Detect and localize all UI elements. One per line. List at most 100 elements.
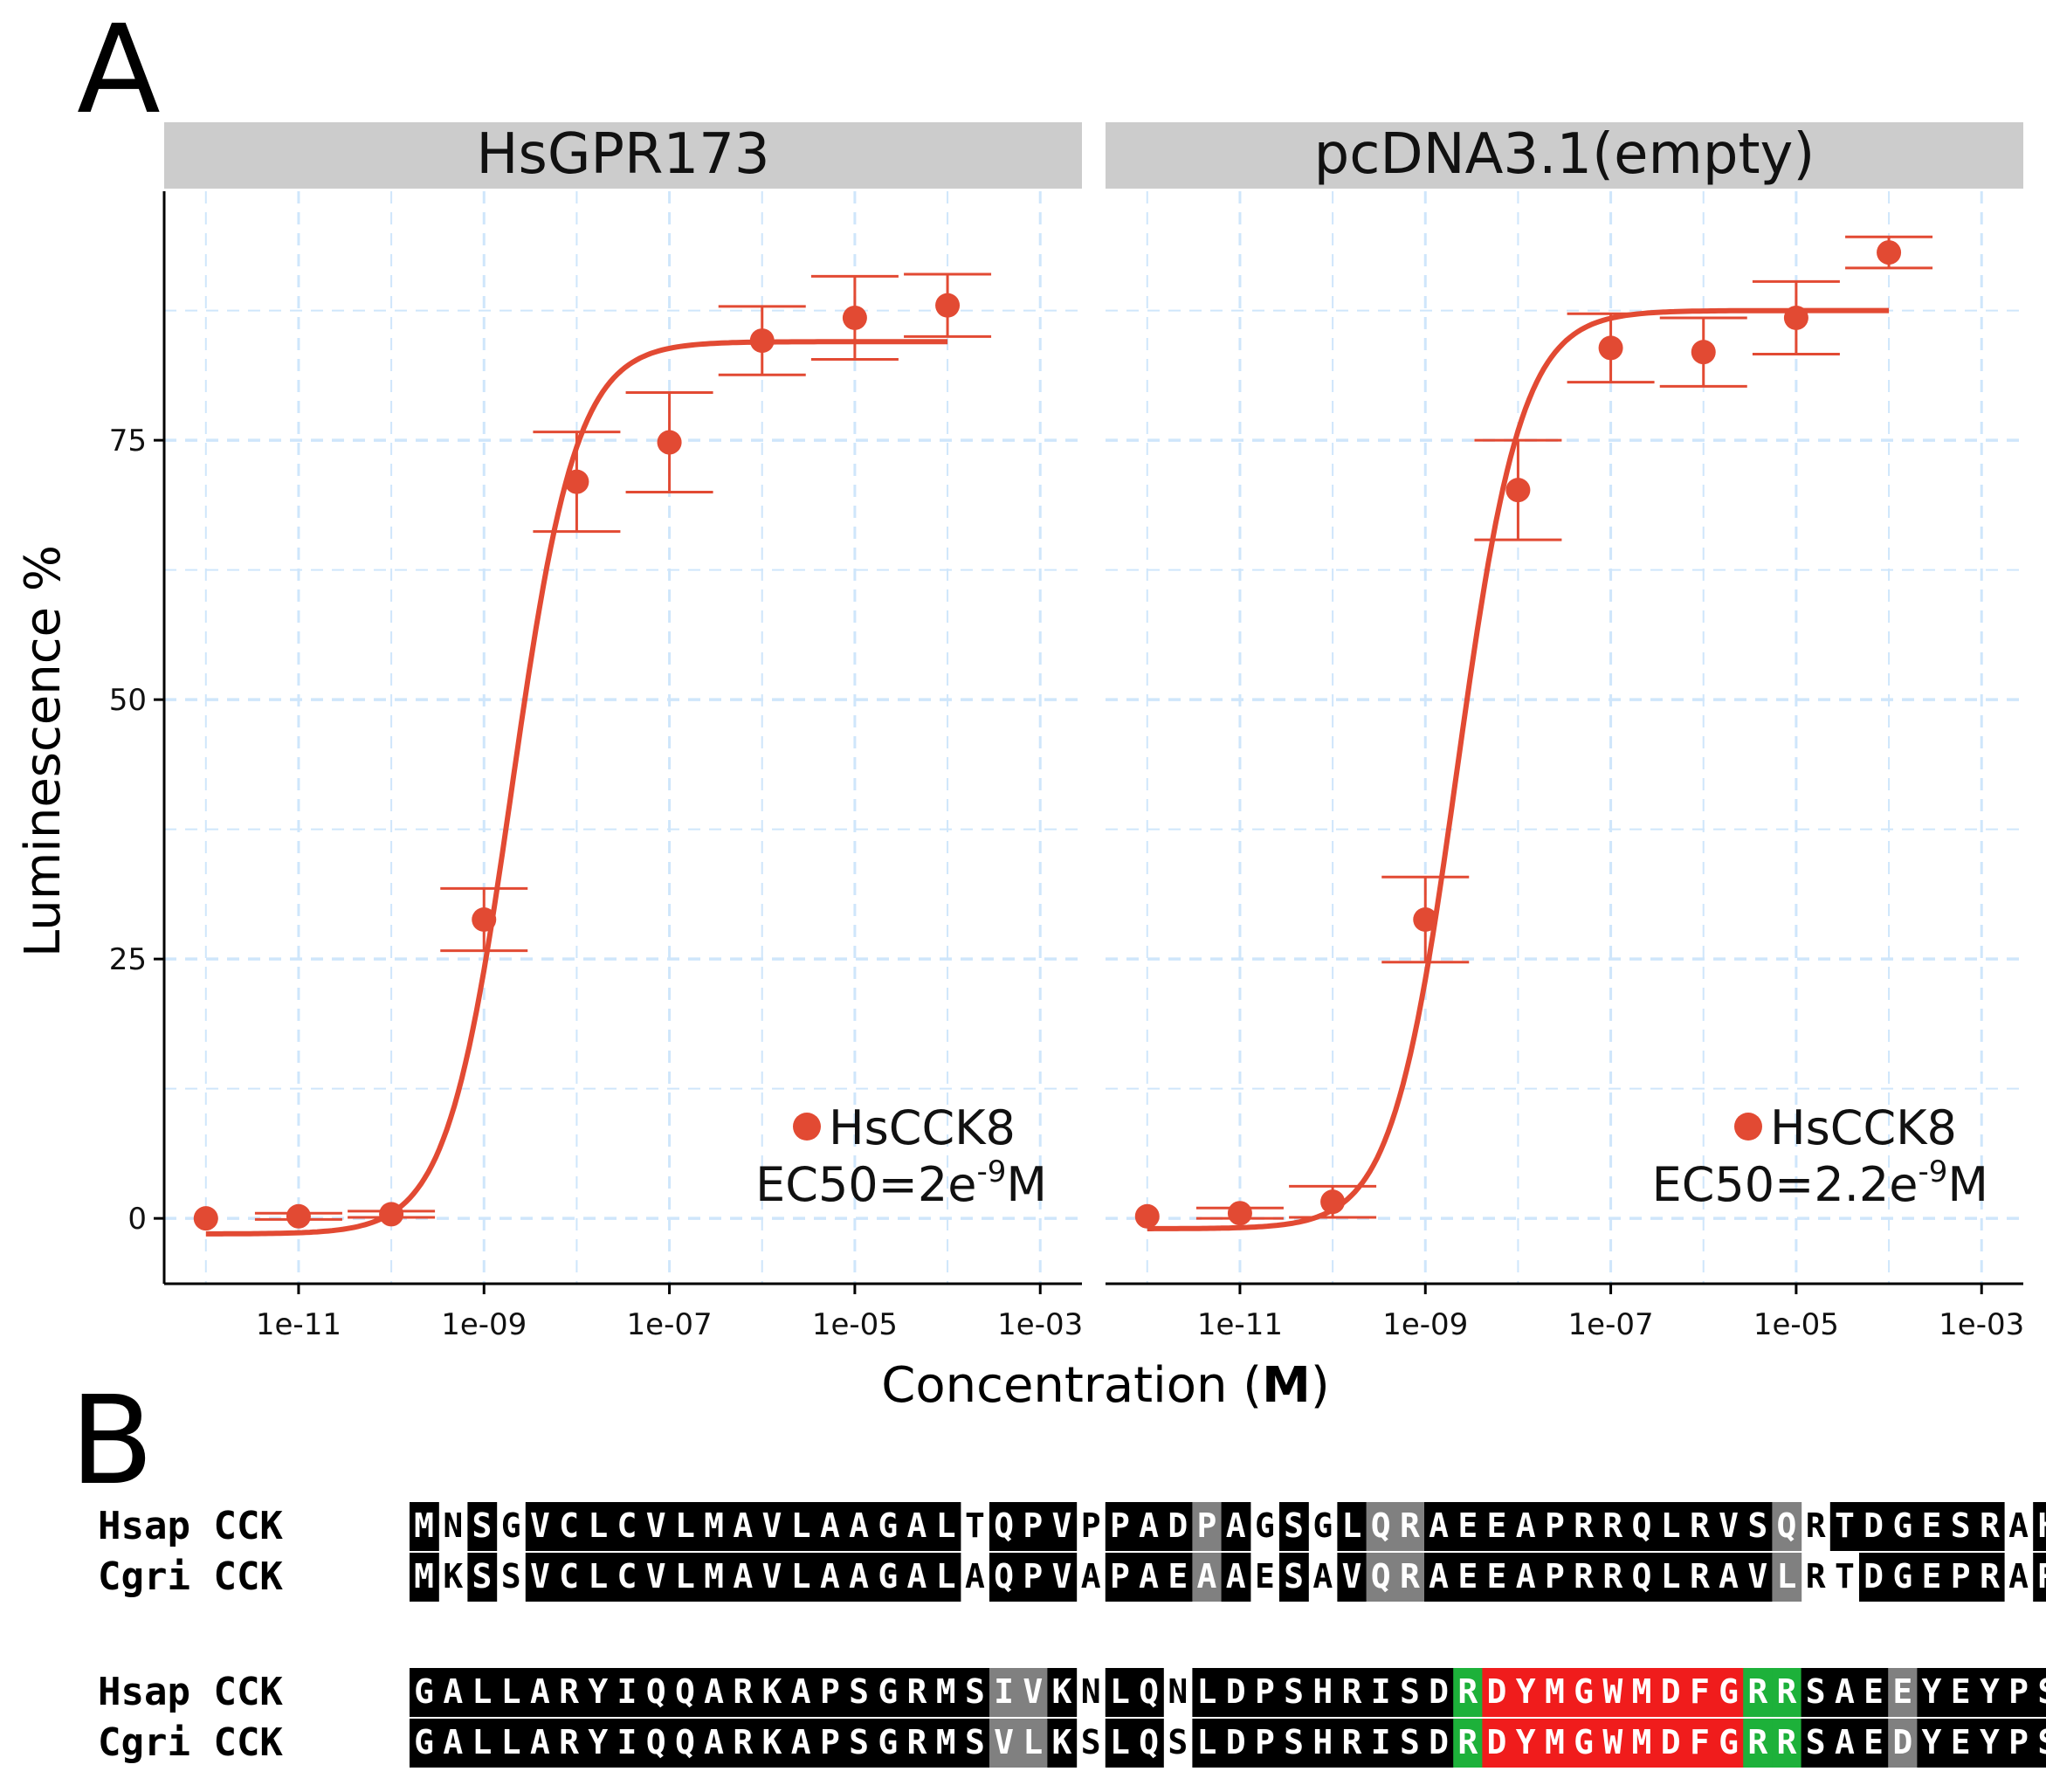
residue-background	[670, 1719, 700, 1768]
alignment-row: Cgri CCK G A L L A R Y I Q Q A R K A P S G R M S V L K S L Q S L D P S H…	[98, 1719, 2046, 1768]
residue: R	[1457, 1672, 1478, 1711]
residue: G	[878, 1723, 898, 1761]
residue: R	[1457, 1723, 1478, 1761]
residue: R	[1574, 1506, 1594, 1545]
residue-background	[1018, 1668, 1048, 1717]
residue: Q	[675, 1723, 695, 1761]
residue: L	[1342, 1506, 1362, 1545]
residue-background	[670, 1553, 700, 1602]
residue-background	[699, 1719, 729, 1768]
residue-background	[1946, 1553, 1976, 1602]
residue-background	[844, 1668, 874, 1717]
data-point	[1783, 305, 1808, 330]
residue: G	[1255, 1506, 1275, 1545]
residue: Q	[1632, 1506, 1652, 1545]
residue-background	[496, 1719, 527, 1768]
residue: G	[878, 1557, 898, 1596]
residue-background	[1192, 1668, 1223, 1717]
residue-background	[1598, 1719, 1628, 1768]
residue: A	[791, 1723, 811, 1761]
residue: S	[1284, 1672, 1304, 1711]
data-point	[193, 1206, 218, 1231]
grid	[1106, 191, 2023, 1284]
residue-background	[1047, 1719, 1078, 1768]
residue-background	[1453, 1553, 1483, 1602]
residue: P	[1255, 1672, 1275, 1711]
residue: A	[907, 1506, 927, 1545]
residue-background	[1656, 1668, 1686, 1717]
residue-background	[1829, 1502, 1860, 1551]
residue-background	[1337, 1502, 1367, 1551]
residue: Q	[1632, 1557, 1652, 1596]
residue: W	[1602, 1723, 1622, 1761]
residue: S	[2037, 1672, 2046, 1711]
residue-background	[1279, 1502, 1309, 1551]
residue: E	[1487, 1557, 1507, 1596]
residue-background	[815, 1719, 845, 1768]
residue: A	[1719, 1557, 1739, 1596]
residue-background	[1540, 1553, 1570, 1602]
data-point	[472, 907, 497, 932]
residue-background	[1974, 1502, 2005, 1551]
residue-background	[1917, 1502, 1947, 1551]
residue-background	[612, 1502, 643, 1551]
residue-background	[1511, 1668, 1541, 1717]
residue: I	[994, 1672, 1014, 1711]
residue-background	[1714, 1553, 1744, 1602]
residue: Y	[588, 1672, 608, 1711]
residue-background	[1859, 1719, 1889, 1768]
residue-background	[1047, 1668, 1078, 1717]
residue: S	[1284, 1506, 1304, 1545]
residue: R	[1777, 1672, 1797, 1711]
residue: A	[530, 1723, 550, 1761]
residue: V	[530, 1557, 550, 1596]
residue: A	[1081, 1557, 1101, 1596]
residue-background	[1163, 1502, 1193, 1551]
residue-background	[1511, 1553, 1541, 1602]
residue: E	[1255, 1557, 1275, 1596]
residue: A	[1312, 1557, 1333, 1596]
residue-background	[1366, 1719, 1396, 1768]
residue-background	[641, 1502, 672, 1551]
residue-background	[1221, 1668, 1251, 1717]
residue: S	[849, 1723, 869, 1761]
residue-background	[1192, 1553, 1223, 1602]
residue-background	[815, 1553, 845, 1602]
residue: A	[1429, 1557, 1449, 1596]
residue-background	[612, 1719, 643, 1768]
residue: S	[1400, 1672, 1420, 1711]
residue: E	[1951, 1672, 1971, 1711]
residue-background	[641, 1668, 672, 1717]
residue-background	[1047, 1502, 1078, 1551]
residue: S	[1806, 1723, 1826, 1761]
residue-background	[989, 1719, 1019, 1768]
residue: S	[472, 1557, 493, 1596]
residue: L	[791, 1557, 811, 1596]
residue: P	[1545, 1557, 1565, 1596]
residue-background	[1337, 1553, 1367, 1602]
residue-background	[1684, 1668, 1715, 1717]
sequence-label: Hsap CCK	[98, 1504, 283, 1548]
residue-background	[1482, 1668, 1512, 1717]
residue: C	[559, 1506, 579, 1545]
residue: E	[1457, 1557, 1478, 1596]
residue: I	[617, 1672, 637, 1711]
residue-background	[555, 1553, 584, 1602]
residue-background	[2033, 1553, 2046, 1602]
residue: C	[617, 1506, 637, 1545]
legend-ec50: EC50=2.2e-9M	[1652, 1154, 1988, 1212]
residue: L	[1661, 1557, 1681, 1596]
residue-background	[1453, 1502, 1483, 1551]
residue-background	[1134, 1502, 1164, 1551]
residue: S	[1951, 1506, 1971, 1545]
residue-background	[699, 1668, 729, 1717]
residue: R	[1690, 1506, 1710, 1545]
residue-background	[1859, 1553, 1889, 1602]
residue-background	[496, 1668, 527, 1717]
residue-background	[844, 1719, 874, 1768]
residue-background	[1308, 1668, 1338, 1717]
residue: G	[501, 1506, 521, 1545]
residue-background	[1540, 1668, 1570, 1717]
data-point	[1134, 1203, 1160, 1229]
